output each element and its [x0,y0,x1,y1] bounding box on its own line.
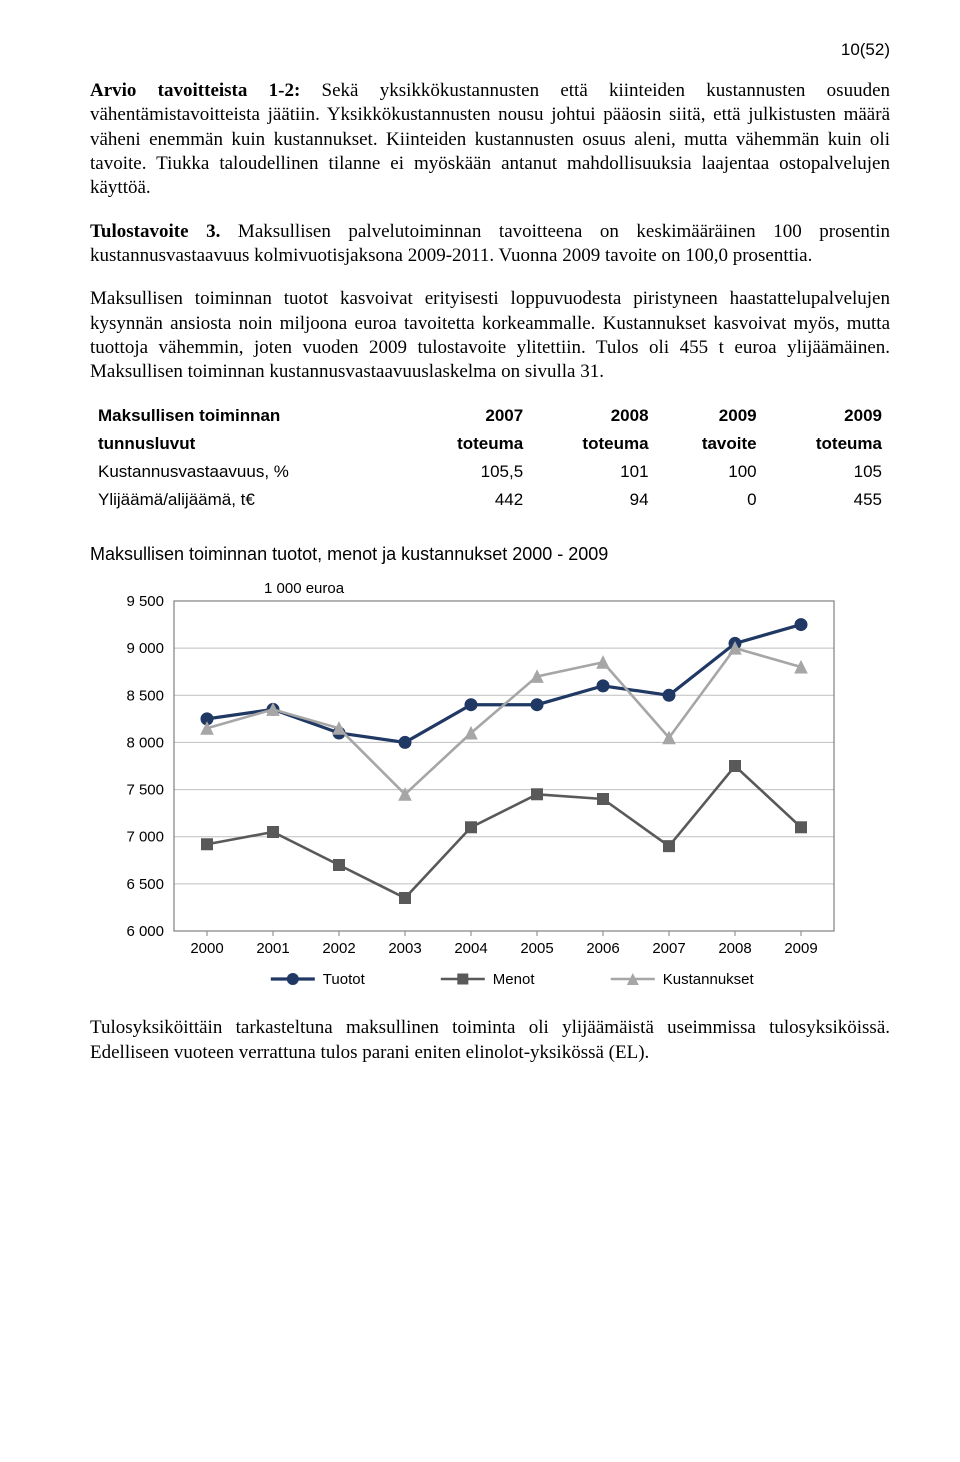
svg-text:2003: 2003 [388,940,421,957]
td: 100 [657,458,765,486]
svg-text:2000: 2000 [190,940,223,957]
page-number: 10(52) [90,40,890,60]
td: 0 [657,486,765,514]
metrics-table: Maksullisen toiminnan 2007 2008 2009 200… [90,402,890,514]
table-header-row-1: Maksullisen toiminnan 2007 2008 2009 200… [90,402,890,430]
svg-text:Kustannukset: Kustannukset [663,971,755,988]
svg-text:2008: 2008 [718,940,751,957]
td: Ylijäämä/alijäämä, t€ [90,486,406,514]
td: 105 [765,458,890,486]
table-row: Ylijäämä/alijäämä, t€ 442 94 0 455 [90,486,890,514]
svg-text:9 500: 9 500 [126,593,164,610]
th: tavoite [657,430,765,458]
chart-container: 1 000 euroa 2000 2001 2002 2003 2004 2005 2006 2… [94,571,890,996]
td: 455 [765,486,890,514]
td: 105,5 [406,458,531,486]
para2-lead: Tulostavoite 3. [90,221,220,242]
svg-text:1 000 euroa: 1 000 euroa [264,580,345,597]
svg-text:Menot: Menot [493,971,536,988]
svg-text:9 000: 9 000 [126,641,164,658]
td: 442 [406,486,531,514]
svg-text:2007: 2007 [652,940,685,957]
td: 94 [531,486,656,514]
th: 2008 [531,402,656,430]
svg-text:Tuotot: Tuotot [323,971,366,988]
svg-text:2009: 2009 [784,940,817,957]
td: 101 [531,458,656,486]
chart-title: Maksullisen toiminnan tuotot, menot ja k… [90,544,890,565]
svg-text:2005: 2005 [520,940,553,957]
para1-lead: Arvio tavoitteista 1-2: [90,80,300,101]
th: 2009 [765,402,890,430]
th: Maksullisen toiminnan [90,402,406,430]
line-chart: 1 000 euroa 2000 2001 2002 2003 2004 2005 2006 2… [94,571,854,991]
td: Kustannusvastaavuus, % [90,458,406,486]
th: toteuma [406,430,531,458]
svg-text:6 500: 6 500 [126,876,164,893]
svg-text:8 000: 8 000 [126,735,164,752]
th: toteuma [531,430,656,458]
svg-text:6 000: 6 000 [126,923,164,940]
svg-text:2002: 2002 [322,940,355,957]
svg-text:8 500: 8 500 [126,688,164,705]
th: tunnusluvut [90,430,406,458]
table-row: Kustannusvastaavuus, % 105,5 101 100 105 [90,458,890,486]
th: 2007 [406,402,531,430]
svg-text:7 500: 7 500 [126,782,164,799]
document-page: 10(52) Arvio tavoitteista 1-2: Sekä yksi… [0,0,960,1124]
svg-text:2004: 2004 [454,940,487,957]
th: 2009 [657,402,765,430]
paragraph-1: Arvio tavoitteista 1-2: Sekä yksikkökust… [90,79,890,201]
table-header-row-2: tunnusluvut toteuma toteuma tavoite tote… [90,430,890,458]
svg-text:2001: 2001 [256,940,289,957]
th: toteuma [765,430,890,458]
paragraph-3: Maksullisen toiminnan tuotot kasvoivat e… [90,287,890,384]
footer-paragraph: Tulosyksiköittäin tarkasteltuna maksulli… [90,1016,890,1065]
svg-text:7 000: 7 000 [126,829,164,846]
svg-text:2006: 2006 [586,940,619,957]
paragraph-2: Tulostavoite 3. Maksullisen palvelutoimi… [90,220,890,269]
